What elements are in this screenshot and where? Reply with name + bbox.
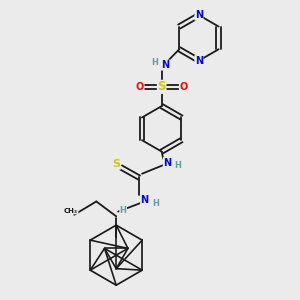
Text: N: N	[195, 56, 203, 66]
Text: CH₃: CH₃	[64, 208, 78, 214]
Text: N: N	[195, 10, 203, 20]
Text: H: H	[152, 199, 159, 208]
Text: H: H	[120, 206, 127, 215]
Text: O: O	[179, 82, 188, 92]
Text: H: H	[175, 161, 182, 170]
Text: H: H	[151, 58, 158, 67]
Text: S: S	[112, 159, 120, 169]
Text: S: S	[158, 80, 166, 93]
Text: N: N	[163, 158, 171, 168]
Text: O: O	[136, 82, 144, 92]
Text: N: N	[161, 60, 169, 70]
Text: N: N	[141, 195, 149, 205]
